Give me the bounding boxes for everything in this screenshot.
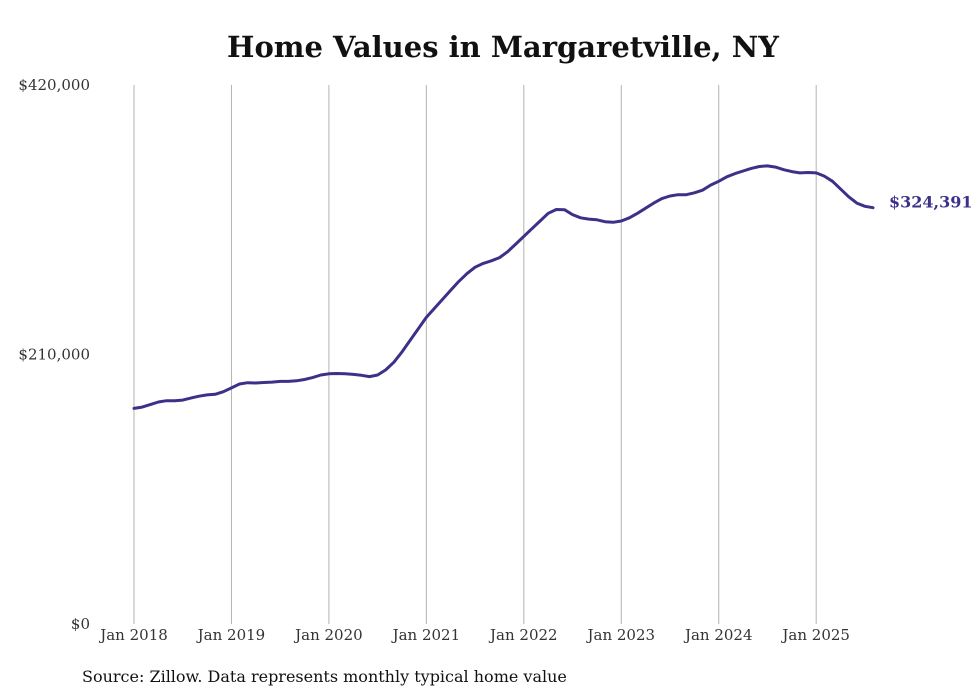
x-tick-label: Jan 2019 [196, 626, 266, 644]
y-axis: $0 $210,000 $420,000 [18, 76, 90, 633]
series-layer [132, 164, 875, 410]
x-tick-label: Jan 2025 [780, 626, 850, 644]
y-tick-label: $210,000 [18, 346, 90, 364]
y-tick-label: $0 [71, 615, 90, 633]
x-tick-label: Jan 2024 [683, 626, 753, 644]
x-tick-label: Jan 2022 [488, 626, 558, 644]
annotations: $324,391 [889, 193, 973, 212]
source-note: Source: Zillow. Data represents monthly … [82, 667, 567, 686]
x-axis: Jan 2018 Jan 2019 Jan 2020 Jan 2021 Jan 2022… [98, 626, 850, 644]
gridlines [133, 85, 817, 624]
chart-title: Home Values in Margaretville, NY [227, 30, 779, 64]
y-tick-label: $420,000 [18, 76, 90, 94]
x-tick-label: Jan 2023 [585, 626, 655, 644]
x-tick-label: Jan 2018 [98, 626, 168, 644]
end-value-label: $324,391 [889, 193, 973, 212]
x-tick-label: Jan 2020 [293, 626, 363, 644]
x-tick-label: Jan 2021 [391, 626, 461, 644]
series-line [132, 164, 875, 410]
